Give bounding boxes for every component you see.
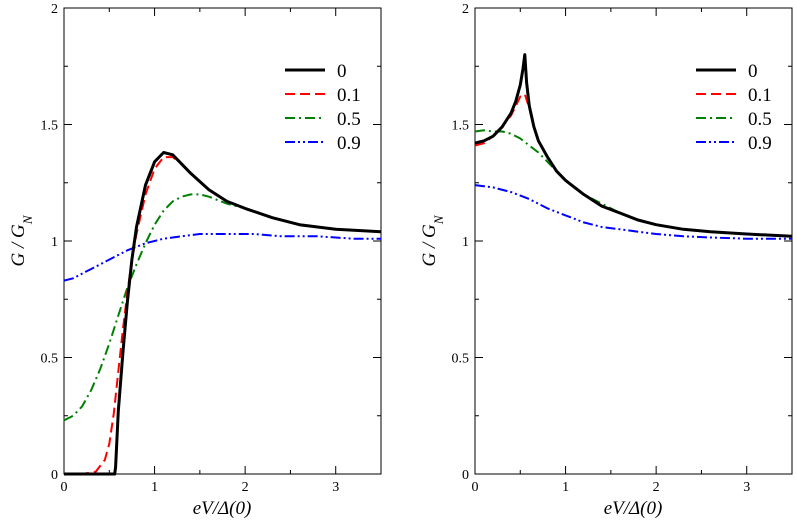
right-legend: 0 0.1 0.5 0.9	[696, 61, 772, 154]
series-line-0	[474, 53, 793, 238]
series-line-0-9	[63, 233, 381, 282]
right-y-axis-label: G / GN	[419, 214, 446, 266]
series-line-0-5	[474, 129, 793, 238]
left-x-axis-label: eV/Δ(0)	[193, 498, 252, 519]
right-panel: 0 0.1 0.5 0.9 0 1 2 3 0 0.5 1 1.5 2 eV/Δ(0) G / GN	[419, 2, 793, 519]
right-series-layer	[474, 53, 793, 240]
series-line-0	[64, 151, 382, 476]
legend-label: 0.1	[748, 85, 772, 106]
right-x-axis-label: eV/Δ(0)	[604, 498, 663, 519]
right-ticks	[474, 7, 792, 475]
left-ticks	[63, 7, 381, 475]
legend-label: 0.5	[337, 109, 361, 130]
y-tick-label: 0.5	[41, 352, 59, 367]
x-tick-label: 3	[332, 480, 339, 495]
legend-label: 0.9	[748, 133, 772, 154]
series-line-0-9	[474, 184, 792, 240]
legend-label: 0.1	[337, 85, 361, 106]
x-tick-label: 1	[151, 480, 158, 495]
legend-label: 0	[748, 61, 758, 82]
x-tick-label: 2	[653, 480, 660, 495]
y-tick-label: 0.5	[452, 352, 470, 367]
left-y-axis-label: G / GN	[8, 214, 35, 266]
x-tick-label: 2	[242, 480, 249, 495]
left-panel: 0 0.1 0.5 0.9 0 1 2 3 0 0.5 1 1.5 2 eV/Δ(0) G / GN	[8, 2, 382, 519]
legend-label: 0.5	[748, 109, 772, 130]
left-legend: 0 0.1 0.5 0.9	[285, 61, 361, 154]
left-tick-labels: 0 1 2 3 0 0.5 1 1.5 2	[41, 2, 340, 495]
legend-label: 0.9	[337, 133, 361, 154]
x-tick-label: 3	[743, 480, 750, 495]
left-plot-frame	[63, 7, 382, 475]
legend-label: 0	[337, 61, 347, 82]
y-tick-label: 1.5	[452, 119, 470, 134]
x-tick-label: 0	[472, 480, 479, 495]
series-line-0-1	[474, 93, 793, 238]
x-tick-label: 1	[562, 480, 569, 495]
x-tick-label: 0	[61, 480, 68, 495]
y-tick-label: 1	[51, 235, 58, 250]
y-tick-label: 2	[462, 2, 469, 17]
series-line-0-1	[64, 156, 382, 475]
y-tick-label: 0	[51, 468, 58, 483]
right-tick-labels: 0 1 2 3 0 0.5 1 1.5 2	[452, 2, 751, 495]
y-tick-label: 2	[51, 2, 58, 17]
y-tick-label: 0	[462, 468, 469, 483]
y-tick-label: 1	[462, 235, 469, 250]
left-series-layer	[63, 151, 382, 476]
y-tick-label: 1.5	[41, 119, 59, 134]
